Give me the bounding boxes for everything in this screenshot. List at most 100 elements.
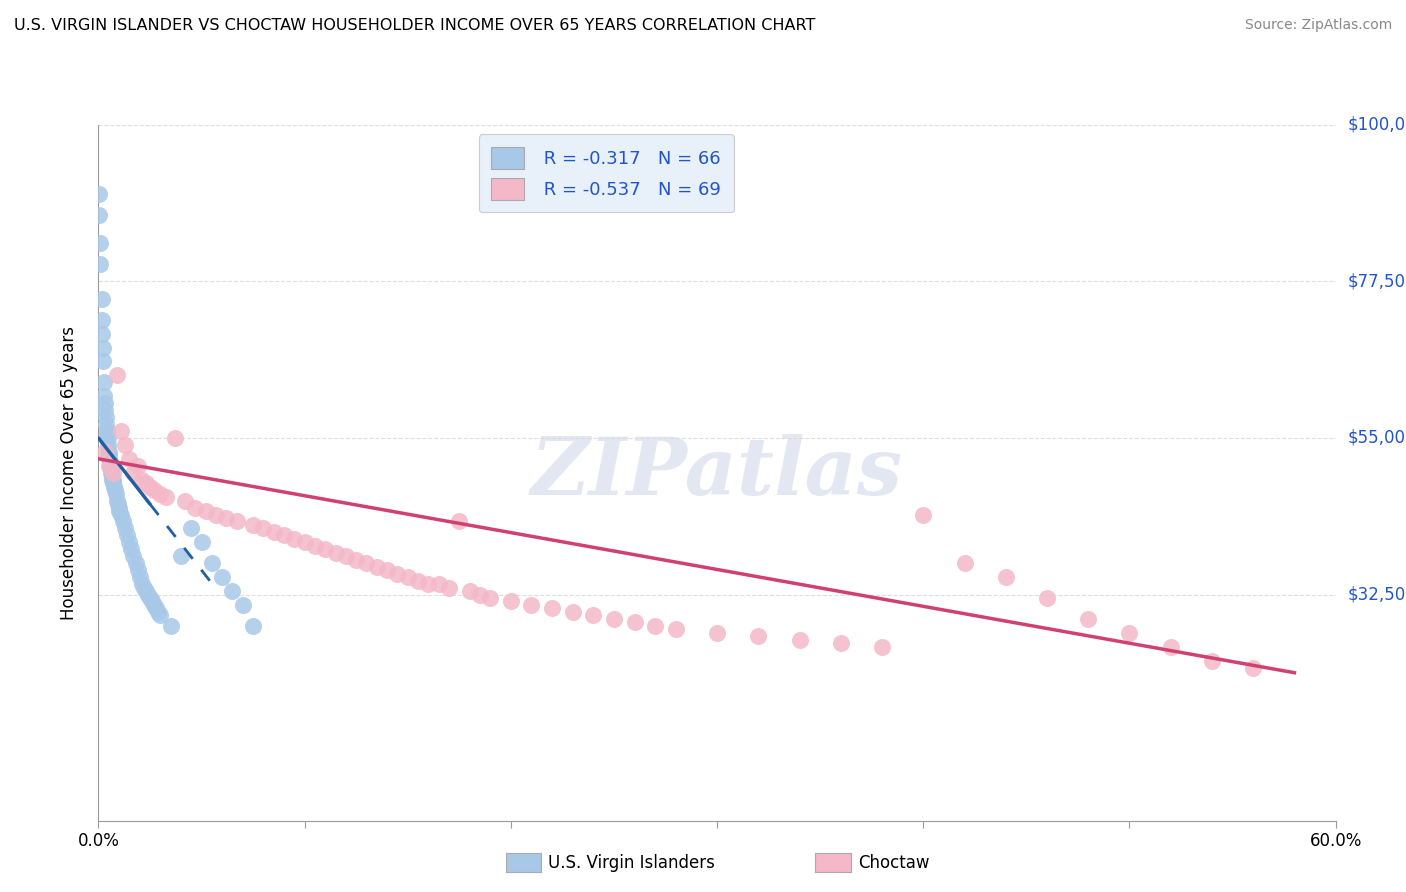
Point	[789, 632, 811, 647]
Point	[104, 483, 127, 497]
Point	[143, 598, 166, 612]
Point	[108, 504, 131, 518]
Point	[91, 341, 114, 355]
Point	[335, 549, 357, 564]
Legend:  R = -0.317   N = 66,  R = -0.537   N = 69: R = -0.317 N = 66, R = -0.537 N = 69	[478, 134, 734, 212]
Point	[437, 581, 460, 595]
Point	[283, 532, 305, 546]
Point	[122, 466, 145, 480]
Point	[89, 187, 111, 202]
Point	[366, 559, 388, 574]
Point	[201, 556, 224, 570]
Point	[97, 431, 120, 445]
Point	[830, 636, 852, 650]
Point	[163, 431, 186, 445]
Point	[1118, 625, 1140, 640]
Point	[93, 396, 115, 410]
Text: $100,000: $100,000	[1348, 116, 1406, 134]
Point	[665, 623, 688, 637]
Point	[124, 556, 146, 570]
Point	[90, 326, 112, 341]
Text: ZIPatlas: ZIPatlas	[531, 434, 903, 511]
Point	[94, 417, 117, 431]
Point	[114, 521, 136, 535]
Point	[98, 455, 121, 469]
Point	[375, 563, 398, 577]
Point	[141, 594, 163, 608]
Point	[225, 515, 247, 529]
Point	[273, 528, 295, 542]
Point	[96, 427, 118, 442]
Point	[93, 376, 115, 390]
Point	[194, 504, 217, 518]
Point	[170, 549, 193, 564]
Point	[1036, 591, 1059, 605]
Point	[953, 556, 976, 570]
Point	[304, 539, 326, 553]
Point	[541, 601, 564, 615]
Point	[97, 448, 120, 462]
Point	[644, 619, 666, 633]
Point	[1077, 612, 1099, 626]
Point	[97, 445, 120, 459]
Text: U.S. Virgin Islanders: U.S. Virgin Islanders	[548, 854, 716, 871]
Point	[101, 469, 124, 483]
Point	[387, 566, 409, 581]
Point	[155, 490, 177, 504]
Point	[135, 476, 157, 491]
Point	[103, 480, 125, 494]
Point	[100, 462, 122, 476]
Point	[174, 493, 197, 508]
Point	[1201, 654, 1223, 668]
Point	[149, 486, 172, 500]
Text: $77,500: $77,500	[1348, 272, 1406, 291]
Point	[159, 619, 181, 633]
Point	[242, 619, 264, 633]
Point	[131, 577, 153, 591]
Point	[110, 424, 132, 438]
Point	[912, 508, 935, 522]
Text: Source: ZipAtlas.com: Source: ZipAtlas.com	[1244, 18, 1392, 32]
Point	[215, 511, 238, 525]
Point	[221, 584, 243, 599]
Point	[232, 598, 254, 612]
Point	[263, 524, 285, 539]
Point	[314, 542, 336, 557]
Point	[127, 563, 149, 577]
Point	[449, 515, 471, 529]
Point	[120, 542, 142, 557]
Point	[97, 451, 120, 466]
Point	[706, 625, 728, 640]
Point	[242, 517, 264, 532]
Point	[184, 500, 207, 515]
Point	[1241, 660, 1264, 674]
Point	[135, 584, 157, 599]
Point	[127, 458, 149, 473]
Point	[136, 587, 159, 601]
Point	[148, 605, 170, 619]
Point	[89, 236, 111, 251]
Point	[104, 486, 127, 500]
Point	[112, 515, 135, 529]
Y-axis label: Householder Income Over 65 years: Householder Income Over 65 years	[59, 326, 77, 620]
Point	[114, 438, 136, 452]
Point	[623, 615, 645, 630]
Point	[131, 473, 153, 487]
Point	[97, 458, 120, 473]
Point	[98, 458, 121, 473]
Point	[356, 556, 378, 570]
Point	[468, 587, 491, 601]
Point	[100, 466, 122, 480]
Point	[252, 521, 274, 535]
Point	[143, 483, 166, 497]
Point	[561, 605, 583, 619]
Point	[145, 601, 167, 615]
Point	[190, 535, 212, 549]
Text: $32,500: $32,500	[1348, 585, 1406, 604]
Point	[110, 508, 132, 522]
Point	[180, 521, 202, 535]
Point	[458, 584, 481, 599]
Point	[128, 570, 150, 584]
Point	[603, 612, 626, 626]
Point	[139, 591, 162, 605]
